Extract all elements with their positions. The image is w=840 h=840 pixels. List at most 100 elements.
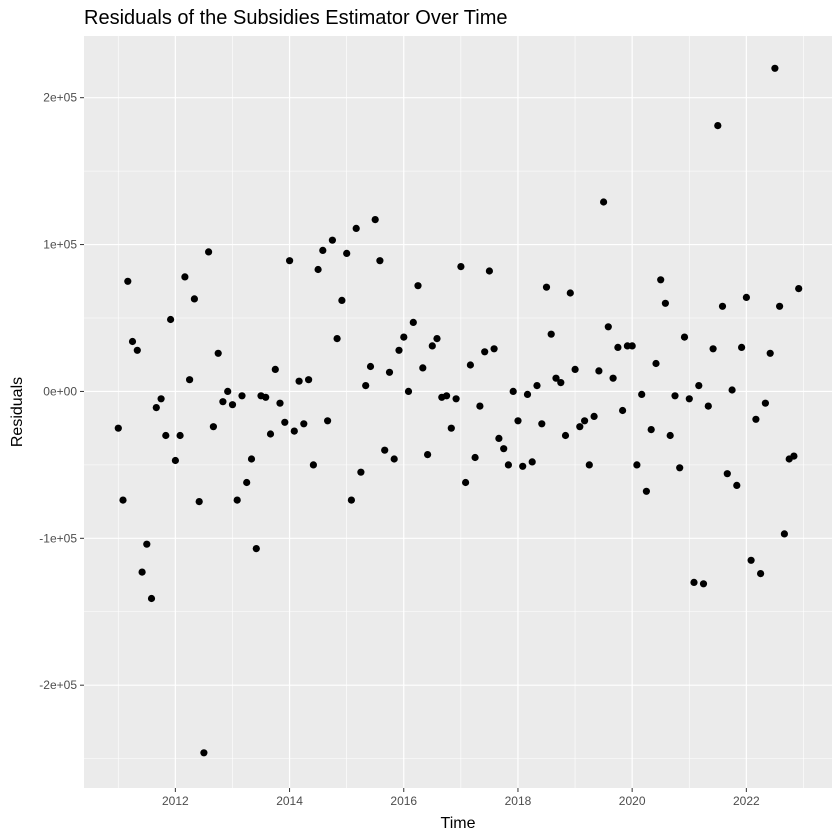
data-point — [362, 382, 370, 390]
data-point — [400, 333, 408, 341]
data-point — [481, 348, 489, 356]
minor-grid — [84, 36, 832, 788]
data-point — [766, 349, 774, 357]
y-tick-label: 1e+05 — [43, 238, 77, 252]
data-point — [561, 431, 570, 440]
data-point — [266, 430, 275, 438]
data-point — [742, 293, 751, 301]
y-tick-label: -2e+05 — [39, 678, 77, 692]
data-point — [566, 289, 574, 297]
data-point — [509, 387, 517, 395]
data-points — [114, 64, 803, 757]
data-point — [181, 273, 189, 281]
data-point — [205, 248, 213, 256]
major-grid — [84, 36, 832, 788]
data-point — [523, 390, 532, 398]
data-point — [614, 343, 622, 351]
data-point — [124, 277, 132, 285]
data-point — [457, 263, 465, 271]
data-point — [471, 453, 479, 462]
x-axis-title: Time — [441, 815, 476, 832]
data-point — [357, 468, 365, 476]
data-point — [699, 580, 708, 588]
data-point — [314, 265, 322, 274]
data-point — [395, 346, 403, 354]
data-point — [143, 540, 151, 548]
data-point — [761, 399, 770, 407]
data-point — [290, 427, 298, 435]
data-point — [133, 346, 141, 354]
data-point — [433, 335, 441, 343]
data-point — [366, 362, 375, 371]
data-point — [685, 395, 693, 403]
data-point — [652, 359, 660, 368]
data-point — [690, 578, 698, 587]
data-point — [414, 282, 422, 290]
data-point — [709, 345, 717, 353]
data-point — [171, 456, 179, 465]
x-tick-label: 2016 — [390, 794, 417, 808]
data-point — [419, 364, 427, 372]
chart-title: Residuals of the Subsidies Estimator Ove… — [84, 7, 508, 29]
data-point — [305, 376, 313, 384]
data-point — [186, 376, 194, 384]
data-point — [776, 302, 784, 310]
x-axis: 2012 2014 2016 2018 2020 2022 — [162, 788, 760, 808]
data-point — [695, 382, 703, 390]
data-point — [704, 402, 712, 410]
data-point — [319, 246, 327, 254]
data-point — [381, 446, 389, 454]
y-axis-title: Residuals — [9, 377, 26, 447]
data-point — [147, 594, 156, 603]
data-point — [585, 461, 593, 469]
data-point — [538, 420, 546, 428]
data-point — [557, 379, 565, 387]
y-axis: -2e+05 -1e+05 0e+00 1e+05 2e+05 — [39, 91, 84, 692]
data-point — [162, 431, 170, 440]
data-point — [485, 267, 493, 275]
data-point — [152, 404, 160, 412]
data-point — [771, 64, 779, 72]
data-point — [352, 224, 360, 232]
data-point — [600, 198, 608, 206]
data-point — [466, 361, 474, 369]
data-point — [247, 455, 256, 463]
data-point — [528, 458, 536, 466]
data-point — [390, 455, 398, 463]
data-point — [424, 451, 432, 459]
data-point — [114, 424, 122, 432]
data-point — [214, 349, 222, 357]
data-point — [628, 342, 636, 350]
data-point — [642, 487, 651, 495]
data-point — [271, 365, 279, 373]
data-point — [676, 464, 684, 472]
data-point — [281, 418, 289, 426]
data-point — [428, 342, 436, 350]
data-point — [385, 368, 394, 376]
data-point — [495, 434, 503, 442]
x-tick-label: 2020 — [619, 794, 646, 808]
data-point — [604, 323, 612, 331]
data-point — [533, 382, 541, 390]
data-point — [666, 431, 674, 440]
data-point — [228, 401, 237, 409]
data-point — [500, 445, 508, 453]
data-point — [343, 249, 351, 257]
data-point — [519, 462, 527, 470]
data-point — [238, 392, 246, 400]
data-point — [671, 392, 679, 400]
data-point — [633, 461, 641, 469]
data-point — [476, 402, 484, 410]
y-tick-label: 2e+05 — [43, 91, 77, 105]
data-point — [219, 398, 227, 406]
data-point — [300, 420, 308, 428]
data-point — [347, 496, 355, 504]
data-point — [286, 257, 294, 265]
data-point — [404, 387, 413, 395]
data-point — [752, 415, 760, 423]
data-point — [576, 423, 584, 431]
data-point — [176, 431, 184, 440]
data-point — [680, 333, 689, 341]
data-point — [224, 387, 232, 395]
data-point — [657, 276, 665, 284]
